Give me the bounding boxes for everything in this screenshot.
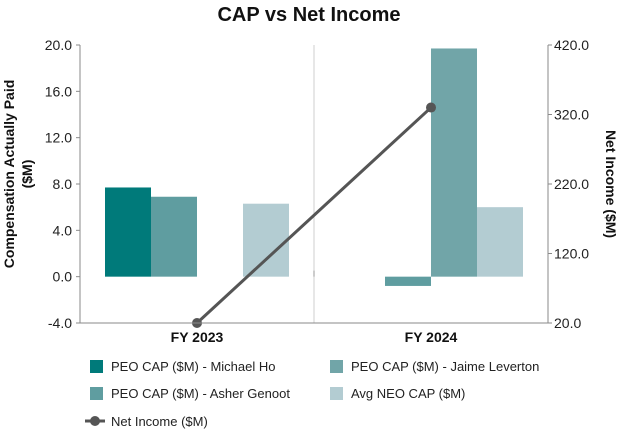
axes-layer: 20.0 16.0 12.0 8.0 4.0 0.0 -4.0 420.0 320.0 220.0… [1,37,619,345]
chart-title: CAP vs Net Income [217,4,400,26]
legend-swatch-avg-neo-cap-m [330,387,343,400]
point-net-income-m-fy-2024 [426,102,436,113]
left-tick-label: 0.0 [53,269,73,285]
category-label-fy-2024: FY 2024 [405,329,458,345]
right-tick-label: 320.0 [554,107,589,123]
legend-swatch-peo-cap-m-michael-ho [90,360,103,373]
right-tick-label: 20.0 [554,315,581,331]
bar-avg-neo-cap-m-fy-2023 [243,203,289,277]
bar-peo-cap-m-jaime-leverton-fy-2024 [431,48,477,277]
bar-avg-neo-cap-m-fy-2024 [477,207,523,277]
legend-label-peo-cap-m-jaime-leverton: PEO CAP ($M) - Jaime Leverton [351,359,539,374]
legend: PEO CAP ($M) - Michael Ho PEO CAP ($M) - … [85,359,539,429]
legend-label-net-income-m: Net Income ($M) [111,414,208,429]
left-tick-label: 12.0 [45,130,72,146]
left-axis-title: Compensation Actually Paid ($M) [1,80,35,269]
left-axis-title-line: Compensation Actually Paid [1,80,17,269]
legend-label-avg-neo-cap-m: Avg NEO CAP ($M) [351,386,465,401]
right-axis-title: Net Income ($M) [603,130,619,238]
bar-peo-cap-m-asher-genoot-fy-2023 [151,196,197,277]
legend-label-peo-cap-m-asher-genoot: PEO CAP ($M) - Asher Genoot [111,386,290,401]
legend-label-peo-cap-m-michael-ho: PEO CAP ($M) - Michael Ho [111,359,275,374]
right-tick-label: 120.0 [554,246,589,262]
left-tick-label: 4.0 [53,222,73,238]
category-label-fy-2023: FY 2023 [171,329,224,345]
left-tick-label: -4.0 [48,315,72,331]
legend-marker-net-income-m [90,416,100,426]
line-net-income-m [195,106,433,325]
legend-swatch-peo-cap-m-asher-genoot [90,387,103,400]
right-tick-label: 420.0 [554,37,589,53]
legend-swatch-peo-cap-m-jaime-leverton [330,360,343,373]
left-tick-label: 16.0 [45,83,72,99]
left-tick-label: 8.0 [53,176,73,192]
bar-layer [105,48,523,286]
left-axis-title-line: ($M) [19,160,35,189]
right-tick-label: 220.0 [554,176,589,192]
bar-peo-cap-m-asher-genoot-fy-2024 [385,276,431,286]
left-tick-label: 20.0 [45,37,72,53]
bar-peo-cap-m-michael-ho-fy-2023 [105,187,151,277]
